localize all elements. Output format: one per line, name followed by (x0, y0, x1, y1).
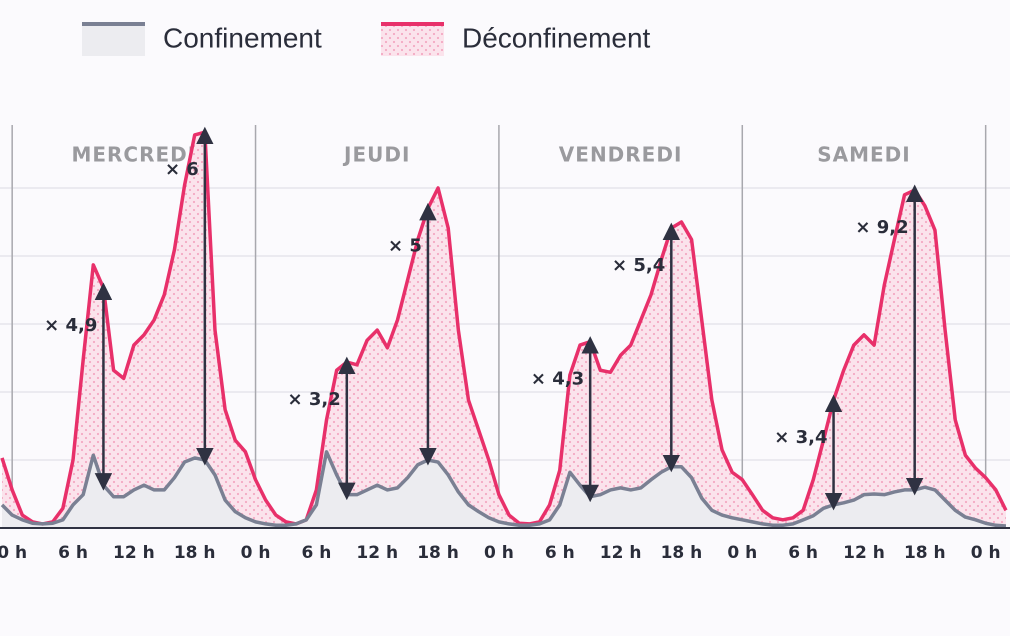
x-tick-label: 0 h (241, 543, 271, 563)
series-area (2, 451, 1006, 528)
x-tick-label: 18 h (904, 543, 946, 563)
x-tick-label: 6 h (301, 543, 331, 563)
series-area (2, 132, 1006, 529)
legend-swatch (82, 22, 145, 56)
day-label: VENDREDI (559, 143, 683, 167)
x-tick-label: 0 h (0, 543, 27, 563)
legend-label: Déconfinement (462, 22, 651, 53)
x-tick-label: 18 h (661, 543, 703, 563)
x-tick-label: 18 h (417, 543, 459, 563)
ratio-label: × 9,2 (855, 217, 908, 238)
x-tick-label: 18 h (174, 543, 216, 563)
x-tick-label: 12 h (843, 543, 885, 563)
ratio-label: × 4,9 (44, 315, 97, 336)
ratio-label: × 5 (388, 235, 422, 256)
ratio-label: × 4,3 (531, 369, 584, 390)
ratio-label: × 3,4 (774, 427, 827, 448)
day-label: MERCREDI (71, 143, 196, 167)
x-tick-label: 6 h (788, 543, 818, 563)
x-tick-label: 6 h (58, 543, 88, 563)
legend: Confinement Déconfinement (82, 22, 651, 56)
x-tick-label: 6 h (545, 543, 575, 563)
x-tick-label: 12 h (600, 543, 642, 563)
x-tick-label: 0 h (727, 543, 757, 563)
x-tick-label: 0 h (484, 543, 514, 563)
legend-swatch (381, 22, 444, 56)
x-tick-label: 0 h (971, 543, 1001, 563)
series-line (0, 130, 1008, 526)
day-label: SAMEDI (817, 143, 911, 167)
legend-label: Confinement (163, 22, 322, 53)
ratio-label: × 3,2 (288, 389, 341, 410)
day-label: JEUDI (342, 143, 410, 167)
x-tick-label: 12 h (113, 543, 155, 563)
x-tick-label: 12 h (356, 543, 398, 563)
ratio-label: × 6 (165, 159, 199, 180)
ratio-label: × 5,4 (612, 255, 665, 276)
